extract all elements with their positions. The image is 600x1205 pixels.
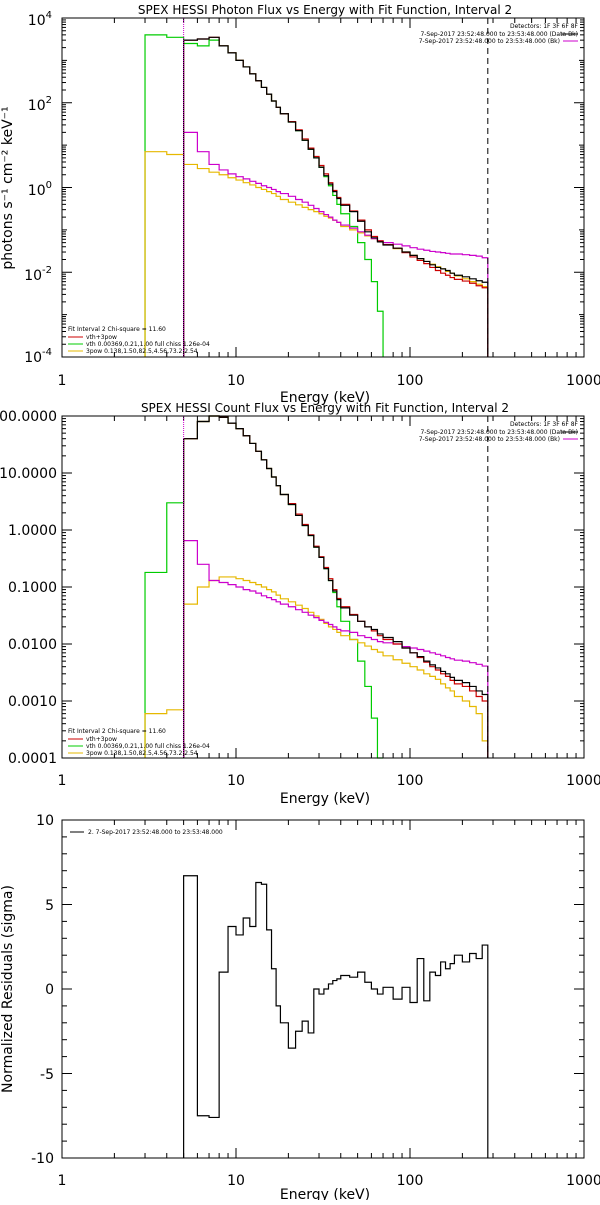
- legend-entry: 3pow 0.138,1.50,82.5,4.56,73.2,2.54: [86, 348, 198, 355]
- plot-frame: [61, 819, 585, 1159]
- y-tick-label: 102: [28, 95, 52, 114]
- axis-ticks: [61, 819, 585, 1159]
- detector-note: Detectors: 1F 3F 6F 8F: [510, 421, 579, 428]
- count-flux-panel: SPEX HESSI Count Flux vs Energy with Fit…: [0, 401, 600, 807]
- y-tick-label: 10-4: [24, 347, 52, 366]
- series-group: [183, 875, 489, 1158]
- x-tick-label: 100: [397, 1173, 424, 1189]
- photon-flux-panel: SPEX HESSI Photon Flux vs Energy with Fi…: [0, 3, 600, 406]
- series-group: [144, 18, 489, 357]
- legend-entry: vth 0.00369,0.21,1.00 full chiss 1.26e-0…: [86, 743, 210, 750]
- detector-note: Detectors: 1F 3F 6F 8F: [510, 23, 579, 30]
- x-tick-label: 10: [227, 773, 245, 789]
- y-tick-label: 100: [28, 180, 52, 199]
- x-tick-label: 10: [227, 373, 245, 389]
- y-tick-label: 0.0001: [8, 751, 57, 767]
- y-axis-title: photons s⁻¹ cm⁻² keV⁻¹: [0, 106, 16, 269]
- y-tick-label: 104: [28, 10, 52, 29]
- series-bk: [183, 131, 489, 357]
- series-residuals: [183, 875, 489, 1158]
- series-group: [144, 415, 489, 759]
- x-axis-title: Energy (keV): [280, 390, 370, 406]
- y-tick-label: 10.0000: [0, 466, 57, 482]
- legend-entry: vth 0.00369,0.21,1.00 full chiss 1.26e-0…: [86, 341, 210, 348]
- legend-entry: 7-Sep-2017 23:52:48.000 to 23:53:48.000 …: [419, 38, 560, 45]
- y-tick-label: 10: [36, 813, 54, 829]
- legend-entry: 3pow 0.138,1.50,82.5,4.56,73.2,2.54: [86, 750, 198, 757]
- x-tick-label: 1000: [566, 773, 600, 789]
- x-tick-label: 10: [227, 1173, 245, 1189]
- x-axis-title: Energy (keV): [280, 1187, 370, 1200]
- x-axis-title: Energy (keV): [280, 791, 370, 807]
- x-tick-label: 100: [397, 773, 424, 789]
- y-tick-label: 10-2: [24, 265, 52, 284]
- y-tick-label: 5: [45, 898, 54, 914]
- x-tick-label: 1: [58, 1173, 67, 1189]
- y-tick-label: 1.0000: [8, 523, 57, 539]
- x-tick-label: 1000: [566, 1173, 600, 1189]
- x-tick-label: 1000: [566, 373, 600, 389]
- x-tick-label: 100: [397, 373, 424, 389]
- legend-entry: 7-Sep-2017 23:52:48.000 to 23:53:48.000 …: [420, 31, 578, 38]
- series-vth: [144, 34, 384, 357]
- x-tick-label: 1: [58, 773, 67, 789]
- y-tick-label: -5: [40, 1067, 54, 1083]
- series-bk: [183, 540, 489, 758]
- legend-entry: 7-Sep-2017 23:52:48.000 to 23:53:48.000 …: [420, 429, 578, 436]
- y-tick-label: 100.0000: [0, 409, 57, 425]
- chart-title: SPEX HESSI Count Flux vs Energy with Fit…: [141, 401, 509, 415]
- x-tick-label: 1: [58, 373, 67, 389]
- series-3pow: [144, 576, 489, 758]
- series-data-bk: [183, 36, 489, 357]
- y-tick-label: 0.0100: [8, 637, 57, 653]
- y-axis-title: Normalized Residuals (sigma): [0, 885, 16, 1093]
- legend-entry: vth+3pow: [86, 334, 117, 341]
- plot-frame: [61, 17, 585, 358]
- y-tick-label: 0: [45, 982, 54, 998]
- fit-legend-title: Fit Interval 2 Chi-square = 11.60: [68, 326, 166, 333]
- series-vth-3pow: [183, 36, 489, 357]
- y-tick-label: 0.0010: [8, 694, 57, 710]
- series-vth-3pow: [183, 415, 489, 758]
- plot-frame: [61, 415, 585, 759]
- y-tick-label: 0.1000: [8, 580, 57, 596]
- chart-title: SPEX HESSI Photon Flux vs Energy with Fi…: [138, 3, 512, 17]
- legend-entry: vth+3pow: [86, 736, 117, 743]
- fit-legend-title: Fit Interval 2 Chi-square = 11.60: [68, 728, 166, 735]
- y-tick-label: -10: [31, 1151, 54, 1167]
- series-3pow: [144, 151, 489, 357]
- residuals-panel: 1 10 100 1000 10 5 0 -5 -10 Energy (keV)…: [0, 813, 600, 1203]
- legend-entry: 2. 7-Sep-2017 23:52:48.000 to 23:53:48.0…: [88, 829, 223, 836]
- series-data-bk: [183, 415, 489, 758]
- axis-ticks: [61, 17, 585, 358]
- axis-ticks: [61, 415, 585, 759]
- legend-entry: 7-Sep-2017 23:52:48.000 to 23:53:48.000 …: [419, 436, 560, 443]
